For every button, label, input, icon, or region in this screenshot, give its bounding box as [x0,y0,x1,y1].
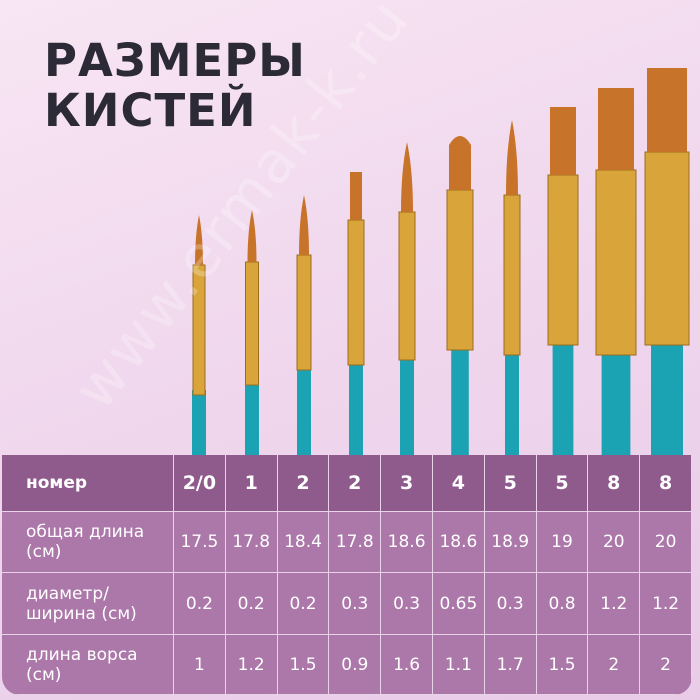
brush-ferrule [398,211,416,361]
title-line-1: РАЗМЕРЫ [44,34,306,87]
brush-handle [601,350,631,460]
table-cell: 2 [277,455,330,512]
table-cell: 1.6 [381,635,433,695]
brush-ferrule [446,189,474,351]
brush-handle [245,380,259,460]
table-cell: 0.3 [484,573,537,635]
table-cell: 17.5 [174,512,226,573]
brush-ferrule [296,254,312,371]
table-cell: 18.4 [277,512,330,573]
brush-bristles [195,215,203,265]
table-cell: 17.8 [225,512,278,573]
brush-handle [297,365,311,460]
table-cell: 20 [640,512,692,573]
brush-handle [192,390,206,460]
table-cell: 2/0 [174,455,226,512]
brush-bristles [299,195,309,255]
brush-handle [349,360,363,460]
table-cell: 0.9 [329,635,382,695]
brush-ferrule [347,219,365,366]
brush-handle [451,345,469,460]
table-cell: 0.3 [329,573,382,635]
row-label: общая длина (см) [2,512,174,573]
table-cell: 5 [484,455,537,512]
table-cell: 0.65 [432,573,485,635]
table-cell: 1 [225,455,278,512]
table-cell: 2 [588,635,641,695]
table-cell: 2 [640,635,692,695]
brush-ferrule [595,169,637,356]
table-cell: 0.3 [381,573,433,635]
brush-size-table: номер 2/0 1 2 2 3 4 5 5 8 8 общая длина (см) 17.5 17.… [2,455,692,695]
brush-ferrule [245,261,259,386]
row-label: номер [2,455,174,512]
brush-bristles [550,107,576,175]
table-cell: 1.2 [225,635,278,695]
title-line-2: КИСТЕЙ [44,84,257,137]
table-cell: 4 [432,455,485,512]
table-cell: 2 [329,455,382,512]
table-cell: 5 [536,455,589,512]
brush-handle [400,355,414,460]
brush-handle [651,340,683,460]
table-cell: 1.5 [536,635,589,695]
brush-ferrule [192,264,206,396]
table-cell: 0.2 [174,573,226,635]
brush-bristles [647,68,687,152]
brush-bristles [350,172,362,220]
row-label: длина ворса (см) [2,635,174,695]
table-cell: 1.7 [484,635,537,695]
table-cell: 1.2 [640,573,692,635]
table-cell: 1.5 [277,635,330,695]
brush-ferrule [503,194,521,356]
brush-bristles [401,142,413,212]
table-cell: 1.2 [588,573,641,635]
table-cell: 18.9 [484,512,537,573]
table-cell: 1.1 [432,635,485,695]
brush-bristles [598,88,634,170]
row-label: диаметр/ ширина (см) [2,573,174,635]
table-cell: 17.8 [329,512,382,573]
brush-bristles [449,136,471,190]
brush-bristles [506,120,518,195]
table-cell: 0.2 [277,573,330,635]
table-cell: 0.8 [536,573,589,635]
brush-handle [552,340,574,460]
table-cell: 8 [588,455,641,512]
brush-handle [505,350,519,460]
brushes-illustration [192,68,690,460]
table-cell: 3 [381,455,433,512]
page-title: РАЗМЕРЫ КИСТЕЙ [44,36,306,136]
brush-ferrule [547,174,579,346]
table-cell: 0.2 [225,573,278,635]
table-cell: 18.6 [381,512,433,573]
table-cell: 18.6 [432,512,485,573]
table-cell: 19 [536,512,589,573]
brush-bristles [247,210,257,262]
table-cell: 8 [640,455,692,512]
brush-ferrule [644,151,690,346]
table-cell: 20 [588,512,641,573]
table-cell: 1 [174,635,226,695]
